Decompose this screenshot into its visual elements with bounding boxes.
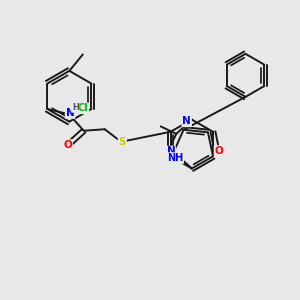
Text: N: N: [167, 146, 175, 157]
Text: O: O: [63, 140, 72, 150]
Text: H: H: [72, 103, 79, 112]
Text: O: O: [214, 146, 224, 156]
Text: NH: NH: [167, 153, 183, 163]
Text: N: N: [182, 116, 191, 126]
Text: S: S: [118, 137, 126, 147]
Text: N: N: [66, 108, 74, 118]
Text: Cl: Cl: [78, 103, 88, 113]
